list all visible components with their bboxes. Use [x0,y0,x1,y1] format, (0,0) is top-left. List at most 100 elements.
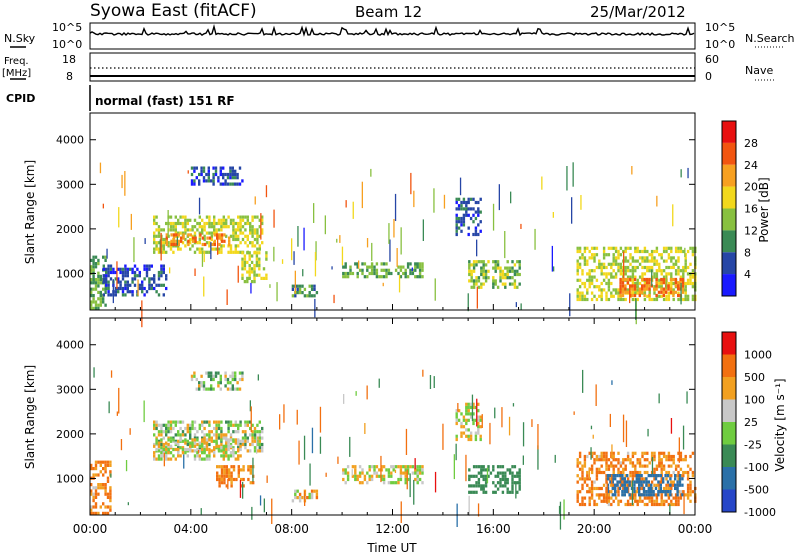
velocity-colorbar-label: Velocity [m s⁻¹] [773,378,787,471]
scatter-region [190,371,244,391]
y-tick-label: 2000 [56,223,84,236]
freq-bottom-tick: 8 [66,70,73,83]
colorbar-bin [722,121,736,143]
colorbar-tick-label: 16 [744,203,758,216]
x-tick-label: 16:00 [476,522,511,536]
colorbar-bin [722,208,736,231]
velocity-heatmap [90,367,697,530]
colorbar-tick-label: 100 [744,394,765,407]
scatter-region [576,246,697,302]
colorbar-tick-label: 28 [744,137,758,150]
colorbar-tick-label: 24 [744,159,758,172]
colorbar-tick-label: -25 [744,439,762,452]
y-tick-label: 4000 [56,134,84,147]
y-tick-label: 1000 [56,472,84,485]
scatter-region [153,215,264,254]
colorbar-tick-label: 4 [744,268,751,281]
colorbar-bin [722,377,736,400]
x-tick-label: 08:00 [274,522,309,536]
colorbar-tick-label: -500 [744,484,769,497]
scatter-region [153,438,242,461]
colorbar-bin [722,467,736,490]
nsky-label: N.Sky [4,32,36,45]
velocity-ylabel: Slant Range [km] [23,365,37,469]
scatter-region [342,262,424,279]
freq-top-tick: 18 [62,53,76,66]
beam-title: Beam 12 [355,3,422,21]
power-heatmap [90,162,697,328]
scatter-region [342,465,424,485]
x-tick-label: 04:00 [174,522,209,536]
y-tick-label: 2000 [56,428,84,441]
nsky-series [89,24,695,37]
colorbar-tick-label: 500 [744,371,765,384]
nave-bottom-tick: 0 [705,70,712,83]
nsearch-top-tick: 10^5 [705,21,735,34]
colorbar-bin [722,399,736,422]
scatter-region [165,233,231,247]
y-tick-label: 3000 [56,178,84,191]
scatter-region [455,197,482,237]
colorbar-bin [722,252,736,275]
power-x-ticks [89,304,696,310]
scatter-region [241,251,268,284]
scatter-region [468,260,521,289]
colorbar-bin [722,274,736,296]
y-tick-label: 3000 [56,383,84,396]
colorbar-bin [722,142,736,165]
colorbar-tick-label: -1000 [744,506,776,519]
power-colorbar-label: Power [dB] [757,177,771,242]
x-tick-label: 20:00 [577,522,612,536]
colorbar-tick-label: 1000 [744,349,772,362]
scatter-region [216,465,255,488]
scatter-region [455,402,482,442]
scatter-region [606,474,684,497]
nsky-panel [89,22,696,50]
scatter-region [468,465,521,494]
colorbar-tick-label: 25 [744,416,758,429]
y-tick-label: 4000 [56,339,84,352]
power-colorbar: 4 8 12 16 20 24 28 [721,120,758,297]
power-ylabel: Slant Range [km] [23,160,37,264]
scatter-region [90,460,112,515]
nsky-bottom-tick: 10^0 [52,38,82,51]
velocity-y-axis: 1000 2000 3000 4000 [56,339,695,485]
colorbar-tick-label: -100 [744,461,769,474]
scatter-region [190,166,244,186]
y-tick-label: 1000 [56,267,84,280]
nsearch-label: N.Search [745,32,795,45]
x-tick-label: 12:00 [375,522,410,536]
freq-unit: [MHz] [2,68,31,79]
time-axis-label: Time UT [366,541,417,554]
colorbar-bin [722,354,736,377]
background-speckle [93,367,688,530]
station-title: Syowa East (fitACF) [90,1,257,21]
scatter-region [619,277,685,298]
date-title: 25/Mar/2012 [590,3,686,21]
colorbar-bin [722,186,736,209]
colorbar-bin [722,230,736,253]
scatter-region [102,264,168,297]
colorbar-tick-label: 8 [744,246,751,259]
x-tick-label: 00:00 [678,522,713,536]
cpid-label: CPID [6,92,35,105]
cpid-value: normal (fast) 151 RF [95,94,235,108]
freq-label: Freq. [4,56,29,67]
colorbar-bin [722,164,736,187]
nave-label: Nave [745,64,773,77]
colorbar-bin [722,444,736,467]
colorbar-tick-label: 20 [744,181,758,194]
freq-panel [89,52,696,82]
power-y-axis: 1000 2000 3000 4000 [56,134,695,280]
colorbar-bin [722,332,736,355]
velocity-colorbar: 1000 500 100 25 -25 -100 -500 -1000 [721,331,776,519]
nsearch-bottom-tick: 10^0 [705,38,735,51]
colorbar-tick-label: 12 [744,224,758,237]
background-speckle [93,162,689,328]
colorbar-bin [722,489,736,512]
colorbar-bin [722,422,736,445]
nave-top-tick: 60 [705,53,719,66]
x-tick-label: 00:00 [73,522,108,536]
nsky-top-tick: 10^5 [52,21,82,34]
